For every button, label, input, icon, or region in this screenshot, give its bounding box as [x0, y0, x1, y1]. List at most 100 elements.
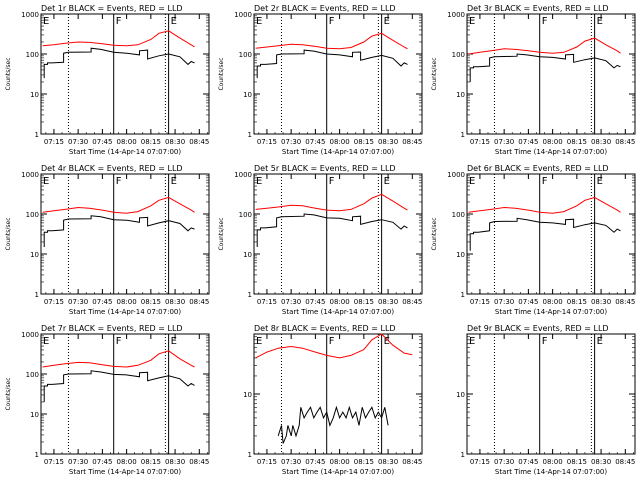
series-lld-line [468, 196, 621, 214]
marker-label: E [171, 16, 177, 27]
chart-panel: Det 6r BLACK = Events, RED = LLD 1 10 100 10… [431, 164, 636, 316]
x-tick-label: 08:45 [615, 298, 635, 306]
x-tick-label: 07:15 [44, 298, 64, 306]
x-axis-label: Start Time (14-Apr-14 07:07:00) [495, 148, 607, 156]
series-lld-line [42, 196, 195, 214]
x-tick-label: 07:15 [470, 458, 490, 466]
y-tick-label: 10 [456, 91, 465, 99]
marker-label: E [256, 176, 262, 187]
series-lld-line [255, 333, 413, 359]
y-tick-label: 1000 [447, 171, 465, 179]
marker-label: E [384, 336, 390, 347]
y-tick-label: 10 [456, 251, 465, 259]
marker-label: E [171, 336, 177, 347]
y-tick-label: 1 [461, 131, 465, 139]
x-tick-label: 08:30 [591, 458, 611, 466]
x-tick-label: 07:30 [494, 298, 514, 306]
x-tick-label: 08:45 [615, 138, 635, 146]
x-tick-label: 07:15 [470, 298, 490, 306]
y-tick-label: 100 [452, 51, 465, 59]
y-tick-label: 1 [35, 451, 39, 459]
marker-label: F [116, 16, 122, 27]
y-axis-label: Counts/sec [5, 217, 12, 250]
y-axis-label: Counts/sec [5, 57, 12, 90]
x-tick-label: 08:30 [378, 138, 398, 146]
x-tick-label: 08:00 [543, 138, 563, 146]
y-tick-label: 1000 [21, 331, 39, 339]
x-axis-label: Start Time (14-Apr-14 07:07:00) [495, 468, 607, 476]
x-tick-label: 08:15 [141, 298, 161, 306]
y-axis-label: Counts/sec [218, 217, 225, 250]
y-axis-label: Counts/sec [5, 377, 12, 410]
chart-panel: Det 7r BLACK = Events, RED = LLD 1 10 100 10… [5, 324, 210, 476]
x-tick-label: 08:30 [165, 298, 185, 306]
x-tick-label: 07:30 [68, 138, 88, 146]
series-events-line [256, 213, 408, 247]
x-tick-label: 08:30 [165, 138, 185, 146]
x-tick-label: 08:15 [354, 138, 374, 146]
x-tick-label: 07:15 [257, 138, 277, 146]
x-axis-label: Start Time (14-Apr-14 07:07:00) [495, 308, 607, 316]
y-tick-label: 100 [452, 211, 465, 219]
x-tick-label: 08:00 [117, 458, 137, 466]
x-tick-label: 07:15 [44, 138, 64, 146]
x-axis-label: Start Time (14-Apr-14 07:07:00) [282, 468, 394, 476]
y-tick-label: 1000 [447, 11, 465, 19]
marker-label: F [329, 176, 335, 187]
marker-label: F [542, 16, 548, 27]
x-tick-label: 07:45 [92, 138, 112, 146]
x-axis-label: Start Time (14-Apr-14 07:07:00) [282, 308, 394, 316]
x-tick-label: 08:00 [543, 298, 563, 306]
marker-label: F [542, 336, 548, 347]
x-tick-label: 07:45 [92, 298, 112, 306]
y-tick-label: 100 [26, 51, 39, 59]
y-tick-label: 10 [243, 391, 252, 399]
series-events-line [43, 47, 195, 79]
x-tick-label: 08:00 [330, 138, 350, 146]
chart-title: Det 2r BLACK = Events, RED = LLD [254, 4, 396, 13]
series-lld-line [42, 30, 195, 48]
chart-title: Det 8r BLACK = Events, RED = LLD [254, 324, 396, 333]
marker-label: E [597, 16, 603, 27]
series-lld-line [468, 37, 621, 55]
marker-label: E [469, 336, 475, 347]
marker-label: F [116, 176, 122, 187]
marker-label: F [542, 176, 548, 187]
x-tick-label: 08:30 [165, 458, 185, 466]
marker-label: E [597, 176, 603, 187]
series-events-line [469, 217, 621, 251]
x-tick-label: 08:15 [567, 458, 587, 466]
marker-label: F [329, 336, 335, 347]
series-events-line [469, 53, 621, 82]
x-tick-label: 07:30 [281, 298, 301, 306]
x-tick-label: 07:45 [305, 138, 325, 146]
x-tick-label: 08:45 [402, 298, 422, 306]
y-tick-label: 1000 [21, 171, 39, 179]
y-tick-label: 100 [239, 211, 252, 219]
y-tick-label: 100 [26, 211, 39, 219]
y-tick-label: 1 [461, 291, 465, 299]
x-tick-label: 08:15 [567, 298, 587, 306]
x-tick-label: 08:15 [354, 298, 374, 306]
x-tick-label: 08:30 [591, 298, 611, 306]
x-tick-label: 07:30 [281, 138, 301, 146]
series-lld-line [255, 193, 408, 212]
chart-title: Det 1r BLACK = Events, RED = LLD [41, 4, 183, 13]
plot-frame [253, 173, 423, 295]
x-tick-label: 08:30 [378, 298, 398, 306]
marker-label: E [256, 16, 262, 27]
chart-title: Det 5r BLACK = Events, RED = LLD [254, 164, 396, 173]
x-tick-label: 07:30 [281, 458, 301, 466]
x-tick-label: 08:15 [567, 138, 587, 146]
plot-frame [40, 13, 210, 135]
x-axis-label: Start Time (14-Apr-14 07:07:00) [282, 148, 394, 156]
x-tick-label: 08:15 [141, 138, 161, 146]
y-tick-label: 100 [239, 51, 252, 59]
chart-title: Det 6r BLACK = Events, RED = LLD [467, 164, 609, 173]
chart-title: Det 9r BLACK = Events, RED = LLD [467, 324, 609, 333]
x-tick-label: 08:45 [189, 298, 209, 306]
marker-label: E [384, 176, 390, 187]
series-events-line [277, 405, 389, 444]
y-tick-label: 10 [456, 391, 465, 399]
